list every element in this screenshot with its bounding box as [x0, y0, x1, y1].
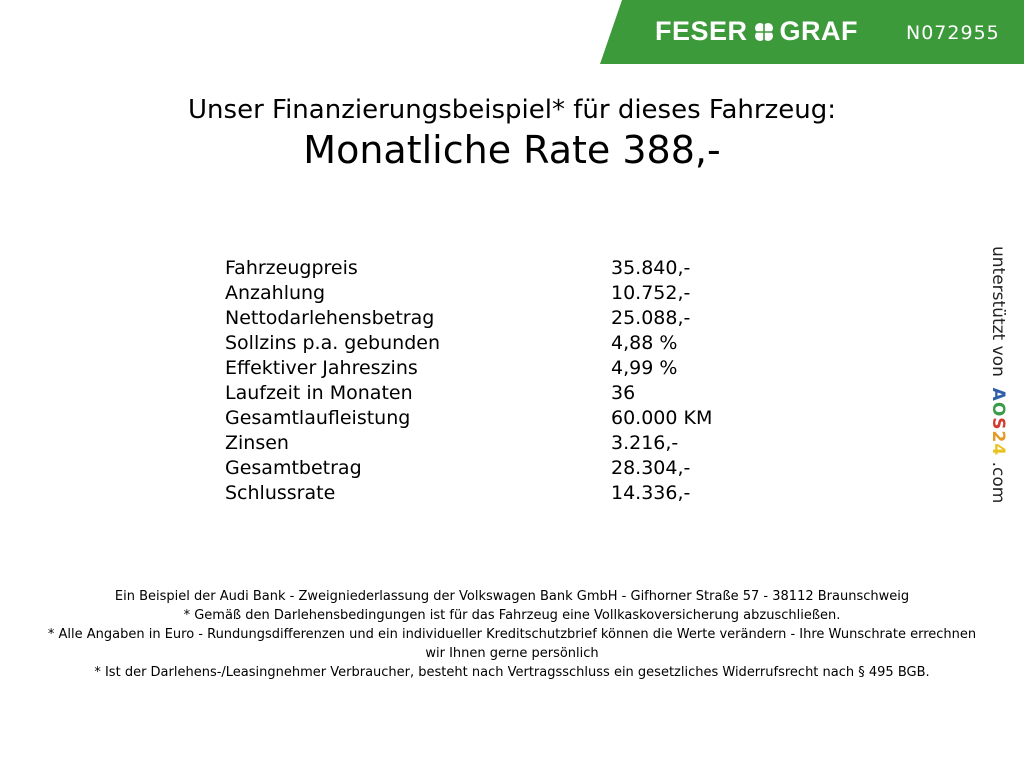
aos24-domain: .com — [988, 461, 1008, 504]
aos24-logo: AOS24 — [988, 388, 1008, 457]
table-row: Schlussrate 14.336,- — [225, 482, 825, 507]
page-title: Unser Finanzierungsbeispiel* für dieses … — [188, 95, 836, 125]
vehicle-code: N072955 — [906, 22, 1000, 44]
row-value: 4,99 % — [611, 357, 678, 379]
row-value: 4,88 % — [611, 332, 678, 354]
row-value: 14.336,- — [611, 482, 691, 504]
logo-text-feser: FESER — [655, 16, 748, 46]
legal-footer: Ein Beispiel der Audi Bank - Zweignieder… — [40, 587, 984, 682]
row-label: Anzahlung — [225, 282, 326, 304]
footer-insurance-note: * Gemäß den Darlehensbedingungen ist für… — [183, 608, 841, 623]
supported-by-text: unterstützt von — [988, 246, 1008, 377]
header-banner — [600, 0, 1024, 64]
row-value: 25.088,- — [611, 307, 691, 329]
clover-icon — [754, 22, 773, 41]
finance-table: Fahrzeugpreis 35.840,- Anzahlung 10.752,- … — [225, 257, 825, 507]
row-label: Zinsen — [225, 432, 289, 454]
monthly-rate: Monatliche Rate 388,- — [303, 128, 721, 172]
logo-text-graf: GRAF — [779, 16, 859, 46]
table-row: Fahrzeugpreis 35.840,- — [225, 257, 825, 282]
logo-letter: 4 — [988, 443, 1008, 457]
row-label: Gesamtlaufleistung — [225, 407, 411, 429]
row-label: Nettodarlehensbetrag — [225, 307, 435, 329]
row-label: Gesamtbetrag — [225, 457, 362, 479]
logo-letter: O — [988, 401, 1008, 418]
row-label: Laufzeit in Monaten — [225, 382, 413, 404]
row-value: 10.752,- — [611, 282, 691, 304]
logo-letter: A — [988, 387, 1008, 402]
row-value: 3.216,- — [611, 432, 679, 454]
table-row: Anzahlung 10.752,- — [225, 282, 825, 307]
supported-by-aos24: unterstützt von AOS24 .com — [988, 246, 1008, 503]
row-label: Sollzins p.a. gebunden — [225, 332, 440, 354]
table-row: Effektiver Jahreszins 4,99 % — [225, 357, 825, 382]
table-row: Laufzeit in Monaten 36 — [225, 382, 825, 407]
footer-euro-note: * Alle Angaben in Euro - Rundungsdiffere… — [47, 627, 977, 661]
table-row: Zinsen 3.216,- — [225, 432, 825, 457]
row-label: Fahrzeugpreis — [225, 257, 358, 279]
table-row: Nettodarlehensbetrag 25.088,- — [225, 307, 825, 332]
footer-bank-info: Ein Beispiel der Audi Bank - Zweignieder… — [114, 589, 910, 604]
table-row: Gesamtlaufleistung 60.000 KM — [225, 407, 825, 432]
row-label: Effektiver Jahreszins — [225, 357, 418, 379]
row-value: 35.840,- — [611, 257, 691, 279]
footer-withdrawal-note: * Ist der Darlehens-/Leasingnehmer Verbr… — [94, 665, 930, 680]
table-row: Sollzins p.a. gebunden 4,88 % — [225, 332, 825, 357]
row-value: 60.000 KM — [611, 407, 713, 429]
feser-graf-logo: FESER GRAF — [655, 16, 858, 47]
table-row: Gesamtbetrag 28.304,- — [225, 457, 825, 482]
row-value: 36 — [611, 382, 636, 404]
logo-letter: 2 — [988, 430, 1008, 444]
logo-letter: S — [988, 417, 1008, 431]
row-label: Schlussrate — [225, 482, 336, 504]
row-value: 28.304,- — [611, 457, 691, 479]
